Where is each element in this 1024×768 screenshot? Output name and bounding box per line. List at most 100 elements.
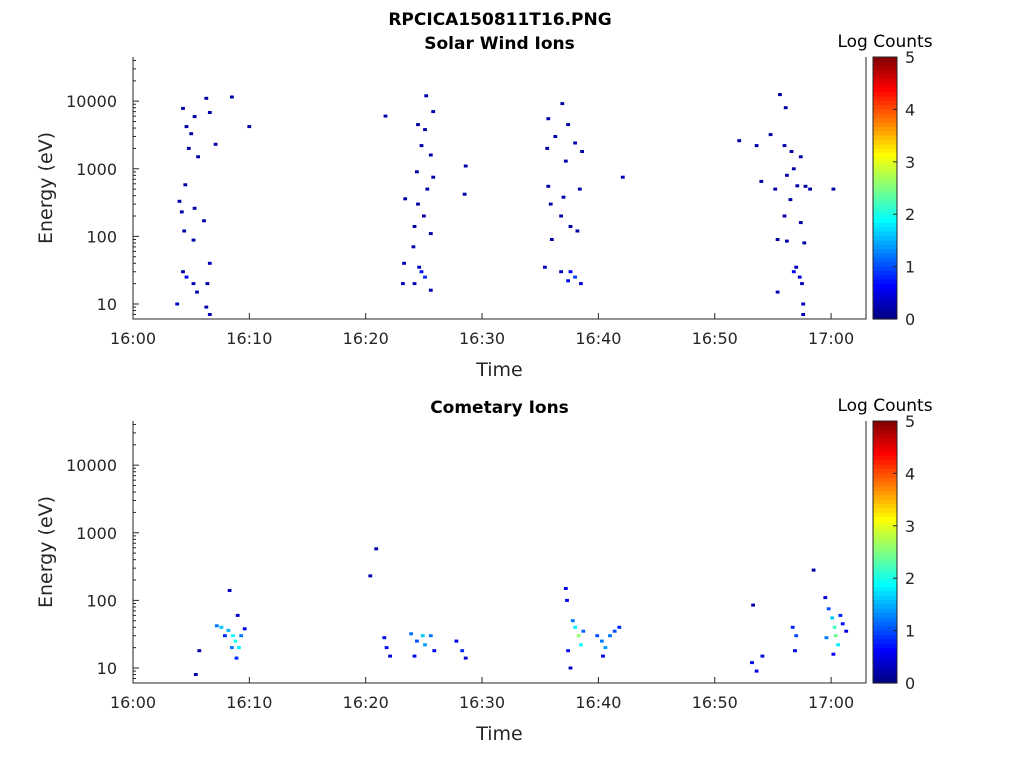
heatmap-cell xyxy=(368,574,373,578)
colorbar-segment xyxy=(873,148,897,154)
heatmap-cell xyxy=(182,229,187,233)
colorbar-segment xyxy=(873,87,897,93)
colorbar-title: Log Counts xyxy=(837,32,932,52)
colorbar-segment xyxy=(873,214,897,220)
heatmap-cell xyxy=(463,656,468,660)
heatmap-cell xyxy=(795,184,800,188)
colorbar-segment xyxy=(873,301,897,307)
colorbar-segment xyxy=(873,297,897,303)
colorbar-segment xyxy=(873,236,897,241)
colorbar-segment xyxy=(873,455,897,461)
colorbar-segment xyxy=(873,429,897,435)
heatmap-cell xyxy=(760,654,765,658)
heatmap-cell xyxy=(573,625,577,629)
heatmap-cell xyxy=(612,629,617,633)
heatmap-cell xyxy=(844,629,849,633)
heatmap-cell xyxy=(750,661,754,665)
colorbar-segment xyxy=(873,425,897,431)
heatmap-cell xyxy=(454,639,459,643)
heatmap-cell xyxy=(184,275,189,279)
colorbar-segment xyxy=(873,135,897,141)
x-tick-label: 16:10 xyxy=(226,329,272,348)
heatmap-cell xyxy=(563,159,568,163)
heatmap-cell xyxy=(195,290,199,294)
colorbar-segment xyxy=(873,218,897,224)
colorbar-segment xyxy=(873,434,897,440)
heatmap-cell xyxy=(196,155,200,159)
colorbar-segment xyxy=(873,460,897,466)
colorbar-segment xyxy=(873,288,897,294)
heatmap-cell xyxy=(242,627,247,631)
colorbar-segment xyxy=(873,257,897,263)
colorbar-segment xyxy=(873,201,897,207)
y-tick-label: 10000 xyxy=(66,92,117,111)
heatmap-cell xyxy=(573,275,577,279)
heatmap-cell xyxy=(833,634,838,638)
colorbar-segment xyxy=(873,503,897,509)
heatmap-cell xyxy=(773,187,778,191)
x-axis-label: Time xyxy=(475,723,523,745)
heatmap-cell xyxy=(214,624,219,628)
heatmap-cell xyxy=(179,210,184,214)
colorbar-title: Log Counts xyxy=(837,396,932,416)
heatmap-cell xyxy=(800,282,804,286)
heatmap-cell xyxy=(811,568,816,572)
heatmap-cell xyxy=(219,625,224,629)
colorbar-segment xyxy=(873,262,897,268)
colorbar-segment xyxy=(873,674,897,680)
y-tick-label: 1000 xyxy=(76,160,117,179)
heatmap-cell xyxy=(207,261,212,265)
heatmap-cell xyxy=(823,596,828,600)
colorbar-segment xyxy=(873,495,897,501)
heatmap-cell xyxy=(543,265,547,269)
y-tick-label: 10000 xyxy=(66,456,117,475)
x-tick-label: 16:20 xyxy=(343,329,389,348)
heatmap-cell xyxy=(428,153,433,157)
colorbar-tick-label: 2 xyxy=(905,569,915,588)
heatmap-cell xyxy=(193,673,198,676)
colorbar-segment xyxy=(873,678,897,684)
heatmap-cell xyxy=(181,106,185,110)
colorbar-tick-label: 5 xyxy=(905,412,915,431)
colorbar-segment xyxy=(873,65,897,71)
colorbar-segment xyxy=(873,270,897,276)
heatmap-cell xyxy=(546,184,551,188)
colorbar-tick-label: 1 xyxy=(905,622,915,641)
heatmap-cell xyxy=(460,649,465,653)
panels: Solar Wind Ions 16:00 16:10 16:20 16:30 16:40… xyxy=(35,32,933,745)
heatmap-cell xyxy=(428,232,433,236)
colorbar-segment xyxy=(873,608,897,614)
axes-frame xyxy=(132,421,867,684)
colorbar-segment xyxy=(873,96,897,102)
colorbar-segment xyxy=(873,547,897,553)
colorbar-segment xyxy=(873,139,897,145)
colorbar-tick-label: 1 xyxy=(905,258,915,277)
colorbar-segment xyxy=(873,209,897,215)
colorbar-segment xyxy=(873,279,897,285)
heatmap-cell xyxy=(191,282,196,286)
heatmap-cell xyxy=(620,175,625,179)
colorbar-segment xyxy=(873,442,897,448)
colorbar-segment xyxy=(873,275,897,281)
colorbar-segment xyxy=(873,477,897,483)
heatmap-cell xyxy=(197,649,202,653)
heatmap-cells xyxy=(175,93,836,316)
heatmap-cell xyxy=(431,175,436,179)
heatmap-cell xyxy=(826,607,831,611)
colorbar-tick-label: 5 xyxy=(905,48,915,67)
colorbar-segment xyxy=(873,222,897,228)
heatmap-cell xyxy=(570,619,575,623)
colorbar-segment xyxy=(873,552,897,557)
colorbar-segment xyxy=(873,109,897,115)
panel-2: Cometary Ions 16:00 16:10 16:20 16:30 16:40 16… xyxy=(35,396,933,745)
heatmap-cell xyxy=(803,184,808,188)
panel-title: Solar Wind Ions xyxy=(424,34,575,54)
heatmap-cell xyxy=(423,128,427,132)
colorbar-segment xyxy=(873,122,897,128)
heatmap-cell xyxy=(412,282,417,286)
heatmap-cell xyxy=(801,302,806,306)
x-axis-label: Time xyxy=(475,359,523,381)
colorbar-segment xyxy=(873,144,897,150)
heatmap-cell xyxy=(412,654,417,658)
colorbar-segment xyxy=(873,473,897,479)
